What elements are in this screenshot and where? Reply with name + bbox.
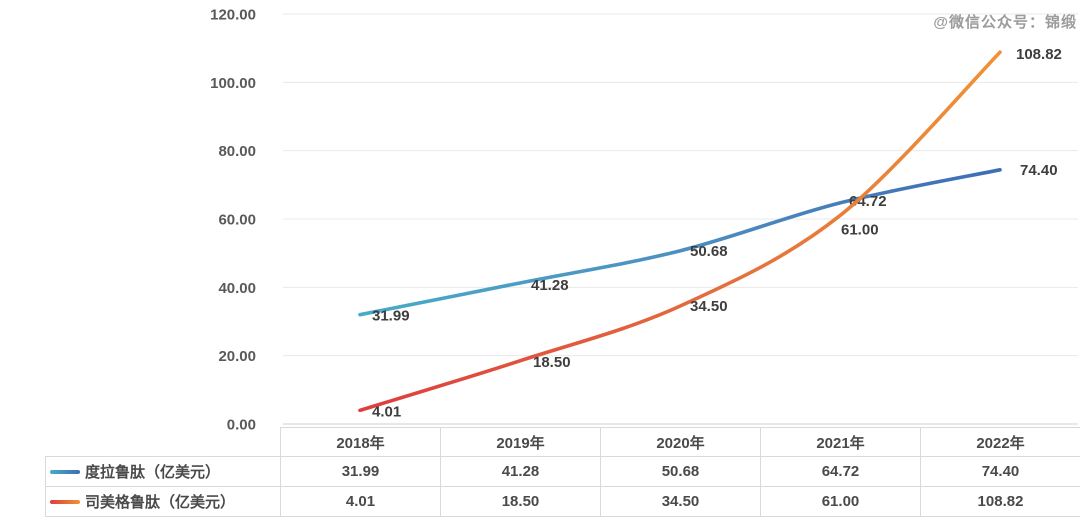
y-tick-label: 60.00 [218, 212, 256, 229]
data-table: 2018年 2019年 2020年 2021年 2022年度拉鲁肽（亿美元） 31.99 4… [45, 427, 1080, 517]
table-header-cell: 2022年 [920, 427, 1080, 457]
table-value-cell: 61.00 [760, 486, 921, 517]
data-label: 108.82 [1016, 46, 1062, 63]
table-header-cell: 2021年 [760, 427, 921, 457]
data-label: 64.72 [849, 193, 887, 210]
data-labels-semaglutide: 4.01 18.50 34.50 61.00 108.82 [372, 46, 1062, 420]
y-gridlines [283, 13, 1078, 425]
table-header-cell: 2018年 [280, 427, 441, 457]
table-row: 司美格鲁肽（亿美元） 4.01 18.50 34.50 61.00 108.82 [45, 486, 1080, 517]
data-label: 41.28 [531, 277, 569, 294]
table-header-cell: 2020年 [600, 427, 761, 457]
table-value-cell: 74.40 [920, 456, 1080, 487]
data-label: 50.68 [690, 243, 728, 260]
table-corner-cell [45, 427, 281, 457]
data-label: 34.50 [690, 298, 728, 315]
legend-line-icon-dulaglutide [50, 469, 80, 474]
table-value-cell: 4.01 [280, 486, 441, 517]
table-value-cell: 41.28 [440, 456, 601, 487]
table-value-cell: 50.68 [600, 456, 761, 487]
y-tick-label: 80.00 [218, 143, 256, 160]
data-labels-dulaglutide: 31.99 41.28 50.68 64.72 74.40 [372, 162, 1058, 325]
legend-label: 度拉鲁肽（亿美元） [85, 464, 221, 481]
table-value-cell: 108.82 [920, 486, 1080, 517]
table-value-cell: 64.72 [760, 456, 921, 487]
series-line-semaglutide [358, 50, 1002, 413]
data-label: 31.99 [372, 308, 410, 325]
legend-item: 度拉鲁肽（亿美元） [45, 456, 281, 487]
data-label: 4.01 [372, 403, 401, 420]
table-row: 度拉鲁肽（亿美元） 31.99 41.28 50.68 64.72 74.40 [45, 456, 1080, 487]
table-value-cell: 18.50 [440, 486, 601, 517]
y-tick-label: 20.00 [218, 348, 256, 365]
y-tick-label: 100.00 [210, 75, 256, 92]
data-label: 74.40 [1020, 162, 1058, 179]
y-tick-label: 40.00 [218, 280, 256, 297]
data-label: 61.00 [841, 222, 879, 239]
data-label: 18.50 [533, 354, 571, 371]
legend-line-icon-semaglutide [50, 499, 80, 504]
watermark: @微信公众号：锦缎 [933, 14, 1077, 31]
legend-label: 司美格鲁肽（亿美元） [85, 494, 236, 511]
table-value-cell: 31.99 [280, 456, 441, 487]
table-header-row: 2018年 2019年 2020年 2021年 2022年 [45, 427, 1080, 457]
table-value-cell: 34.50 [600, 486, 761, 517]
y-tick-label: 120.00 [210, 7, 256, 24]
table-header-cell: 2019年 [440, 427, 601, 457]
series-line-dulaglutide [358, 168, 1002, 317]
legend-item: 司美格鲁肽（亿美元） [45, 486, 281, 517]
